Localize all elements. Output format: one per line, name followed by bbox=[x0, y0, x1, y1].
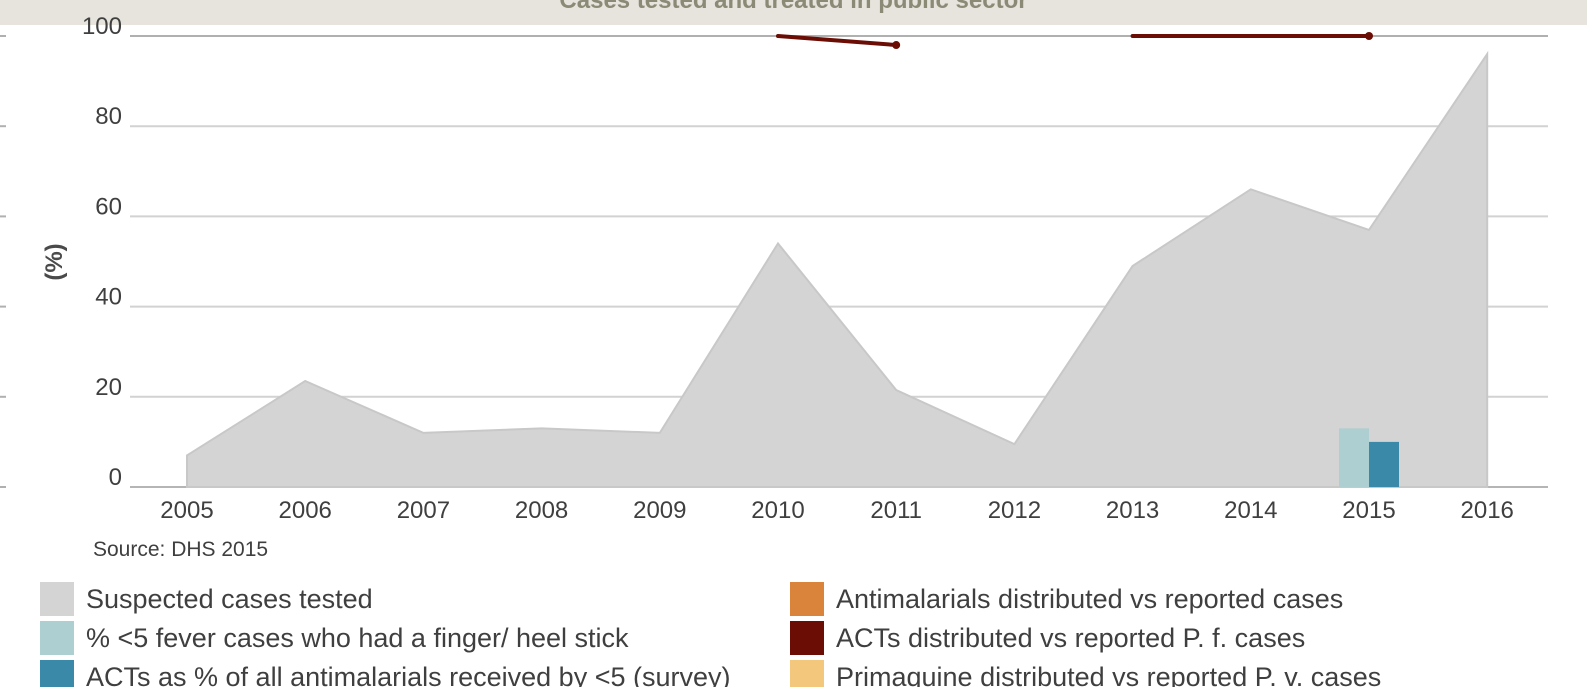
x-tick-label: 2005 bbox=[160, 497, 213, 524]
x-tick-label: 2008 bbox=[515, 497, 568, 524]
x-tick-label: 2016 bbox=[1461, 497, 1514, 524]
y-tick-label: 40 bbox=[95, 284, 122, 311]
legend-item: Primaquine distributed vs reported P. v.… bbox=[790, 660, 1381, 687]
x-tick-label: 2007 bbox=[397, 497, 450, 524]
y-tick-label: 20 bbox=[95, 374, 122, 401]
legend-label: % <5 fever cases who had a finger/ heel … bbox=[86, 623, 629, 653]
y-tick-label: 80 bbox=[95, 103, 122, 130]
legend-swatch bbox=[40, 660, 74, 687]
legend-label: Antimalarials distributed vs reported ca… bbox=[836, 584, 1344, 614]
line-segment-1 bbox=[776, 34, 899, 48]
legend-label: ACTs as % of all antimalarials received … bbox=[86, 662, 731, 687]
chart-source: Source: DHS 2015 bbox=[93, 538, 268, 561]
bar-1-2015 bbox=[1369, 441, 1399, 487]
y-tick-label: 0 bbox=[109, 464, 122, 491]
legend-swatch bbox=[790, 582, 824, 616]
legend-swatch bbox=[40, 621, 74, 655]
legend-swatch bbox=[790, 621, 824, 655]
bar-0-2015 bbox=[1339, 428, 1369, 487]
legend-item: ACTs as % of all antimalarials received … bbox=[40, 660, 731, 687]
x-tick-label: 2012 bbox=[988, 497, 1041, 524]
line-point-1 bbox=[892, 41, 901, 50]
x-tick-label: 2011 bbox=[870, 497, 922, 524]
x-tick-label: 2006 bbox=[279, 497, 332, 524]
x-tick-label: 2015 bbox=[1342, 497, 1395, 524]
y-axis-title: (%) bbox=[41, 243, 68, 280]
legend-item: Antimalarials distributed vs reported ca… bbox=[790, 582, 1343, 616]
legend-item: % <5 fever cases who had a finger/ heel … bbox=[40, 621, 629, 655]
x-tick-label: 2009 bbox=[633, 497, 686, 524]
x-tick-label: 2013 bbox=[1106, 497, 1159, 524]
legend-label: Suspected cases tested bbox=[86, 584, 373, 614]
y-tick-label: 100 bbox=[82, 13, 122, 40]
legend-swatch bbox=[40, 582, 74, 616]
x-tick-label: 2014 bbox=[1224, 497, 1277, 524]
legend-label: ACTs distributed vs reported P. f. cases bbox=[836, 623, 1306, 653]
y-tick-label: 60 bbox=[95, 193, 122, 220]
x-tick-label: 2010 bbox=[751, 497, 804, 524]
legend-swatch bbox=[790, 660, 824, 687]
legend-item: Suspected cases tested bbox=[40, 582, 373, 616]
legend-item: ACTs distributed vs reported P. f. cases bbox=[790, 621, 1305, 655]
chart-title-bar: Cases tested and treated in public secto… bbox=[0, 0, 1587, 25]
area-suspected-cases-tested bbox=[186, 50, 1489, 488]
chart-title: Cases tested and treated in public secto… bbox=[559, 0, 1028, 14]
line-point-1 bbox=[1365, 32, 1373, 40]
legend-label: Primaquine distributed vs reported P. v.… bbox=[836, 662, 1382, 687]
